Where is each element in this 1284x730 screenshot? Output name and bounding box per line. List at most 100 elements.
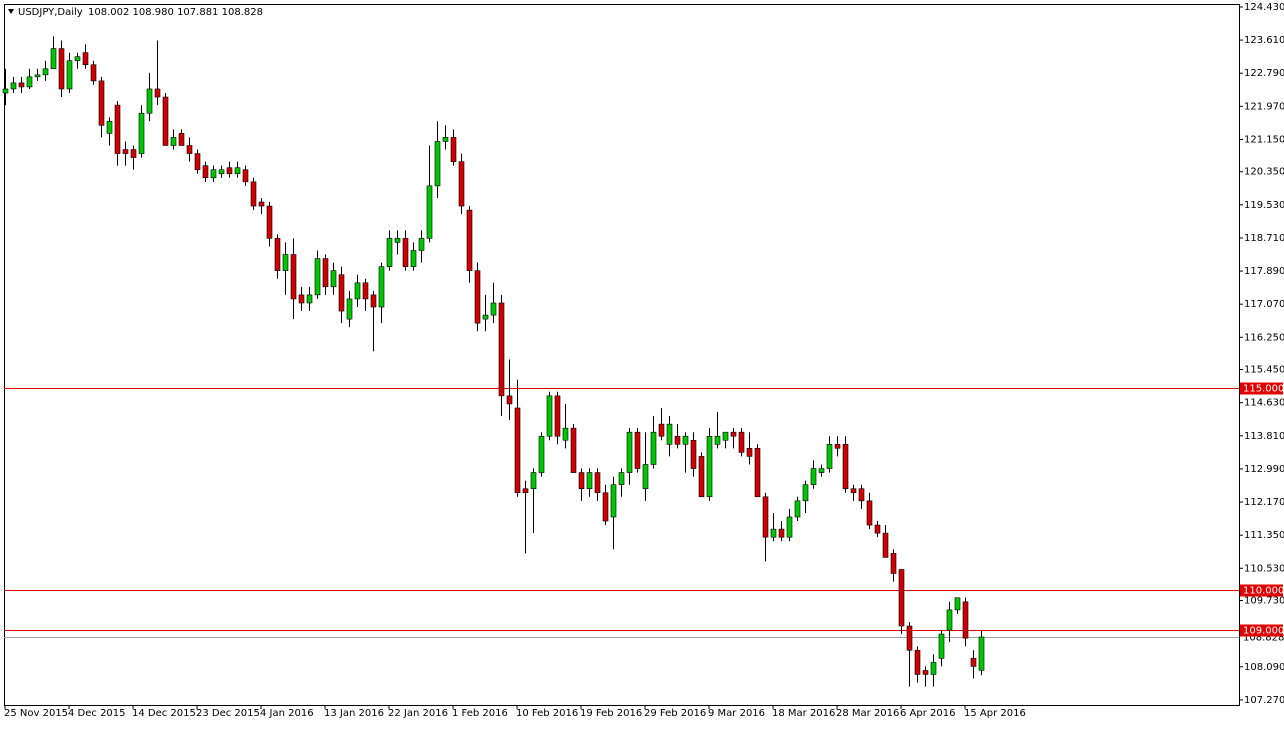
candle-up bbox=[442, 137, 449, 142]
current-price-label: 108.828 bbox=[1243, 633, 1284, 644]
candle-down bbox=[154, 88, 161, 98]
candle-down bbox=[90, 64, 97, 82]
candle-down bbox=[970, 658, 977, 667]
candle-up bbox=[42, 68, 49, 76]
y-tick-label: 120.350 bbox=[1244, 167, 1284, 178]
y-tick-label: 112.170 bbox=[1244, 497, 1284, 508]
x-tick-label: 22 Jan 2016 bbox=[388, 708, 448, 719]
candle-down bbox=[874, 524, 881, 534]
candle-down bbox=[362, 282, 369, 300]
candle-up bbox=[666, 423, 673, 445]
candle-down bbox=[514, 407, 521, 494]
y-tick-label: 113.810 bbox=[1244, 431, 1284, 442]
candle-up bbox=[434, 141, 441, 187]
candle-down bbox=[738, 431, 745, 453]
y-tick-label: 107.270 bbox=[1244, 695, 1284, 706]
y-tick-label: 122.790 bbox=[1244, 68, 1284, 79]
candle-down bbox=[290, 254, 297, 300]
candle-down bbox=[250, 181, 257, 207]
candle-down bbox=[458, 161, 465, 207]
candle-down bbox=[762, 496, 769, 538]
candle-down bbox=[658, 423, 665, 437]
candle-down bbox=[602, 492, 609, 522]
candle-down bbox=[778, 528, 785, 538]
candle-down bbox=[570, 427, 577, 473]
candle-up bbox=[786, 516, 793, 538]
plot-area bbox=[4, 4, 1240, 706]
candle-up bbox=[426, 185, 433, 239]
candle-up bbox=[946, 609, 953, 631]
candle-up bbox=[26, 76, 33, 88]
x-tick-label: 28 Mar 2016 bbox=[836, 708, 899, 719]
candle-down bbox=[266, 205, 273, 239]
candle-up bbox=[394, 238, 401, 243]
candle-down bbox=[898, 569, 905, 627]
candle-down bbox=[98, 80, 105, 126]
candle-up bbox=[802, 484, 809, 502]
candle-up bbox=[954, 597, 961, 611]
candle-up bbox=[930, 662, 937, 675]
candle-up bbox=[490, 302, 497, 316]
candle-up bbox=[938, 633, 945, 659]
candle-up bbox=[50, 48, 57, 70]
candle-down bbox=[450, 137, 457, 162]
y-tick-label: 118.710 bbox=[1244, 233, 1284, 244]
x-tick-label: 23 Dec 2015 bbox=[196, 708, 260, 719]
level-box bbox=[1240, 584, 1283, 597]
candle-up bbox=[626, 431, 633, 473]
candle-up bbox=[234, 167, 241, 175]
candle-down bbox=[594, 472, 601, 494]
candle-down bbox=[522, 488, 529, 494]
y-tick-label: 121.970 bbox=[1244, 101, 1284, 112]
candle-up bbox=[810, 468, 817, 485]
y-tick-label: 117.890 bbox=[1244, 266, 1284, 277]
x-tick-label: 4 Jan 2016 bbox=[260, 708, 314, 719]
candle-down bbox=[322, 258, 329, 288]
candle-down bbox=[338, 274, 345, 312]
candle-up bbox=[66, 60, 73, 90]
candle-down bbox=[850, 488, 857, 494]
candle-up bbox=[586, 472, 593, 490]
x-tick-label: 29 Feb 2016 bbox=[644, 708, 706, 719]
symbol: USDJPY,Daily bbox=[18, 7, 83, 18]
candle-down bbox=[858, 488, 865, 502]
candle-down bbox=[578, 472, 585, 490]
candle-up bbox=[170, 137, 177, 146]
candle-down bbox=[906, 625, 913, 651]
candle-down bbox=[834, 444, 841, 449]
candle-up bbox=[386, 238, 393, 267]
x-tick-label: 1 Feb 2016 bbox=[452, 708, 508, 719]
candle-down bbox=[122, 149, 129, 154]
candle-down bbox=[58, 48, 65, 90]
y-tick-label: 110.530 bbox=[1244, 563, 1284, 574]
candle-down bbox=[242, 169, 249, 183]
candle-up bbox=[650, 431, 657, 465]
y-tick-label: 117.070 bbox=[1244, 299, 1284, 310]
x-tick-label: 4 Dec 2015 bbox=[68, 708, 126, 719]
candle-down bbox=[202, 165, 209, 179]
menu-arrow[interactable] bbox=[8, 9, 14, 14]
candle-up bbox=[770, 528, 777, 538]
y-tick-label: 109.730 bbox=[1244, 596, 1284, 607]
x-tick-label: 25 Nov 2015 bbox=[4, 708, 68, 719]
candle-up bbox=[538, 435, 545, 473]
candle-down bbox=[402, 238, 409, 267]
candle-up bbox=[610, 484, 617, 518]
x-tick-label: 15 Apr 2016 bbox=[964, 708, 1026, 719]
candle-down bbox=[634, 431, 641, 469]
y-tick-label: 115.450 bbox=[1244, 365, 1284, 376]
candle-down bbox=[698, 456, 705, 498]
candle-up bbox=[210, 169, 217, 179]
y-tick-label: 123.610 bbox=[1244, 35, 1284, 46]
y-tick-label: 119.530 bbox=[1244, 200, 1284, 211]
candle-up bbox=[618, 472, 625, 485]
candle-up bbox=[978, 636, 985, 671]
candle-up bbox=[706, 435, 713, 498]
candle-up bbox=[418, 238, 425, 251]
y-tick-label: 121.150 bbox=[1244, 134, 1284, 145]
candle-up bbox=[330, 270, 337, 288]
y-tick-label: 108.090 bbox=[1244, 662, 1284, 673]
candle-up bbox=[34, 74, 41, 78]
candle-down bbox=[114, 104, 121, 154]
candle-up bbox=[714, 435, 721, 445]
